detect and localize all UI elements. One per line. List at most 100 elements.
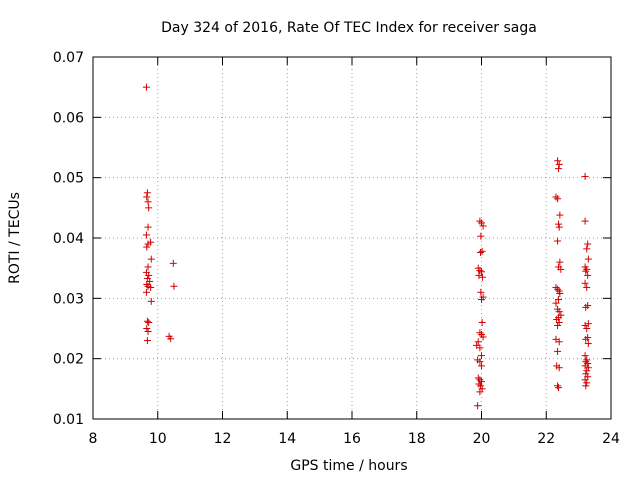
data-point bbox=[583, 245, 591, 253]
x-tick-label: 20 bbox=[473, 431, 491, 447]
data-point bbox=[147, 255, 155, 263]
data-point bbox=[582, 335, 590, 343]
data-point bbox=[144, 263, 152, 271]
data-point bbox=[476, 344, 484, 352]
data-point bbox=[581, 172, 589, 180]
data-point bbox=[555, 165, 563, 173]
data-point bbox=[167, 335, 175, 343]
data-point bbox=[582, 303, 590, 311]
data-point bbox=[552, 283, 560, 291]
data-point bbox=[554, 157, 562, 165]
data-point bbox=[478, 219, 485, 227]
data-point bbox=[581, 217, 589, 225]
data-point bbox=[474, 374, 482, 382]
data-point bbox=[143, 317, 151, 325]
data-point bbox=[478, 268, 485, 276]
data-point bbox=[476, 267, 484, 275]
data-point bbox=[583, 283, 591, 291]
data-point bbox=[478, 296, 485, 304]
data-point bbox=[554, 382, 562, 390]
data-point bbox=[583, 379, 591, 387]
data-point bbox=[143, 243, 151, 251]
data-point bbox=[142, 83, 150, 91]
y-tick-label: 0.07 bbox=[53, 50, 84, 66]
data-point bbox=[556, 290, 564, 298]
data-point bbox=[554, 195, 562, 203]
data-point bbox=[477, 288, 485, 296]
data-point bbox=[557, 265, 565, 273]
data-point bbox=[479, 222, 487, 230]
x-axis-title: GPS time / hours bbox=[290, 458, 407, 474]
data-point bbox=[169, 259, 177, 267]
data-point bbox=[555, 220, 563, 228]
data-point bbox=[584, 364, 592, 372]
data-point bbox=[147, 297, 155, 305]
data-point bbox=[475, 380, 483, 388]
data-point bbox=[478, 362, 485, 370]
data-point bbox=[555, 364, 563, 372]
data-point bbox=[146, 277, 154, 285]
data-point bbox=[581, 362, 589, 370]
data-point bbox=[583, 367, 591, 375]
data-point bbox=[583, 325, 591, 332]
data-point bbox=[581, 376, 589, 384]
data-point bbox=[582, 382, 590, 390]
data-point bbox=[142, 288, 150, 296]
data-point bbox=[556, 258, 564, 266]
data-point bbox=[144, 198, 152, 206]
data-point bbox=[555, 384, 563, 392]
data-point bbox=[555, 308, 563, 316]
grid-lines bbox=[93, 57, 611, 419]
axis-ticks bbox=[92, 56, 612, 420]
data-point bbox=[555, 338, 563, 346]
data-point bbox=[555, 223, 563, 231]
data-point bbox=[584, 320, 592, 328]
data-point bbox=[474, 402, 482, 410]
data-point bbox=[476, 329, 484, 337]
data-point bbox=[583, 356, 591, 364]
data-point bbox=[552, 299, 560, 307]
x-tick-label: 14 bbox=[278, 431, 296, 447]
data-point bbox=[145, 204, 153, 212]
data-point bbox=[582, 358, 590, 366]
data-point bbox=[556, 211, 564, 219]
x-tick-label: 16 bbox=[343, 431, 361, 447]
y-tick-label: 0.02 bbox=[53, 352, 84, 368]
data-point bbox=[582, 267, 590, 275]
data-point bbox=[554, 285, 562, 293]
data-point bbox=[170, 282, 178, 290]
data-point bbox=[584, 302, 592, 310]
data-point bbox=[143, 189, 151, 197]
data-point bbox=[476, 358, 484, 366]
data-point bbox=[143, 325, 151, 332]
chart-title: Day 324 of 2016, Rate Of TEC Index for r… bbox=[161, 20, 537, 36]
data-point bbox=[475, 271, 483, 279]
data-point bbox=[476, 376, 484, 384]
data-point bbox=[477, 382, 485, 390]
data-point bbox=[478, 352, 485, 360]
data-point bbox=[583, 265, 591, 273]
data-point bbox=[584, 340, 592, 348]
data-point bbox=[147, 283, 155, 291]
y-tick-label: 0.05 bbox=[53, 171, 84, 187]
data-point bbox=[554, 237, 562, 245]
data-point bbox=[555, 318, 563, 326]
x-tick-label: 22 bbox=[537, 431, 555, 447]
data-point bbox=[145, 318, 153, 326]
data-point bbox=[143, 280, 151, 288]
y-tick-label: 0.06 bbox=[53, 110, 84, 126]
x-tick-label: 8 bbox=[89, 431, 98, 447]
data-point bbox=[477, 248, 485, 256]
data-point bbox=[143, 337, 151, 345]
data-point bbox=[476, 217, 484, 225]
data-point bbox=[581, 352, 589, 360]
data-point bbox=[479, 333, 487, 341]
y-tick-label: 0.04 bbox=[53, 231, 84, 247]
data-point bbox=[552, 193, 560, 201]
data-point bbox=[555, 160, 563, 168]
data-point bbox=[584, 334, 592, 342]
data-point bbox=[555, 296, 563, 304]
x-tick-labels: 8 10 12 14 16 18 20 22 24 bbox=[89, 431, 620, 447]
y-axis-title: ROTI / TECUs bbox=[7, 192, 23, 284]
data-point bbox=[142, 231, 150, 239]
